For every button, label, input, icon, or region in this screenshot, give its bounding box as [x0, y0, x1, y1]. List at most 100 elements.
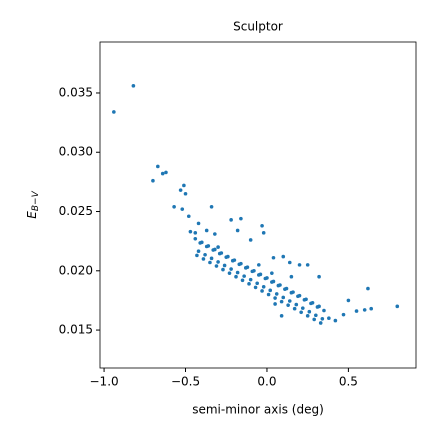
point [250, 269, 255, 274]
y-axis-label-main: E [25, 211, 39, 219]
point [314, 313, 318, 318]
point [214, 264, 219, 268]
point [151, 178, 155, 183]
point [300, 306, 305, 310]
point [235, 270, 240, 275]
point [193, 231, 198, 235]
point [294, 302, 299, 307]
point [164, 170, 168, 175]
point [193, 236, 198, 241]
point [208, 260, 212, 265]
point [216, 245, 220, 249]
y-tick-label: 0.035 [59, 85, 93, 99]
point [222, 263, 227, 268]
point [261, 284, 266, 289]
point [204, 244, 209, 249]
point [266, 292, 271, 297]
point [227, 271, 232, 275]
y-axis-label: EB−V [25, 190, 41, 218]
point [204, 228, 209, 233]
point [287, 299, 292, 303]
y-tick-label: 0.030 [59, 145, 93, 159]
point [229, 218, 233, 222]
point [333, 318, 338, 323]
y-tick-label: 0.025 [59, 204, 93, 218]
point [257, 273, 261, 277]
point [279, 299, 284, 304]
point [248, 277, 253, 282]
point [274, 292, 279, 296]
point [209, 204, 214, 209]
point [309, 301, 313, 306]
point [172, 204, 176, 209]
point [318, 321, 323, 325]
point [229, 267, 233, 271]
point [247, 282, 251, 286]
point [341, 312, 346, 317]
point [242, 274, 246, 278]
point [188, 229, 193, 234]
point [203, 252, 207, 257]
point [287, 260, 292, 265]
point [213, 232, 217, 236]
point [196, 249, 201, 254]
point [237, 262, 242, 267]
point [255, 281, 259, 286]
point [131, 84, 136, 88]
point [268, 288, 273, 293]
point [395, 304, 400, 309]
point [276, 283, 281, 288]
point [209, 256, 214, 261]
point [322, 308, 326, 313]
point [297, 263, 302, 267]
point [362, 308, 367, 312]
point [317, 274, 321, 279]
point [257, 263, 261, 267]
point [273, 302, 277, 306]
point [281, 254, 286, 259]
point [307, 309, 312, 314]
point [240, 278, 245, 283]
y-tick-label: 0.020 [59, 263, 93, 277]
point [271, 255, 276, 260]
x-tick-label: 0.0 [257, 375, 276, 389]
point [315, 305, 320, 309]
point [230, 258, 235, 263]
point [248, 238, 253, 242]
point [289, 290, 294, 295]
point [302, 298, 307, 302]
point [195, 253, 199, 258]
y-axis-label-sub: B−V [31, 190, 41, 211]
point [180, 207, 185, 211]
x-tick-label: −0.5 [171, 375, 200, 389]
point [292, 306, 297, 311]
point [217, 251, 222, 256]
point [235, 228, 240, 233]
chart-title: Sculptor [233, 20, 283, 34]
point [201, 257, 206, 261]
x-tick-label: −1.0 [90, 375, 119, 389]
point [369, 306, 374, 311]
point [327, 316, 331, 321]
point [260, 289, 264, 293]
point [270, 280, 274, 284]
point [224, 255, 229, 259]
point [296, 294, 300, 299]
x-tick-label: 0.5 [339, 375, 358, 389]
y-tick-label: 0.015 [59, 323, 93, 337]
plot-frame [99, 41, 417, 369]
point [260, 223, 264, 228]
point [160, 171, 165, 176]
point [261, 231, 266, 235]
point [198, 241, 202, 245]
point [283, 287, 287, 291]
point [182, 183, 186, 188]
point [305, 314, 310, 318]
point [312, 317, 316, 322]
point [211, 248, 216, 252]
point [346, 298, 351, 303]
point [178, 188, 183, 192]
point [273, 296, 277, 300]
point [263, 276, 268, 281]
